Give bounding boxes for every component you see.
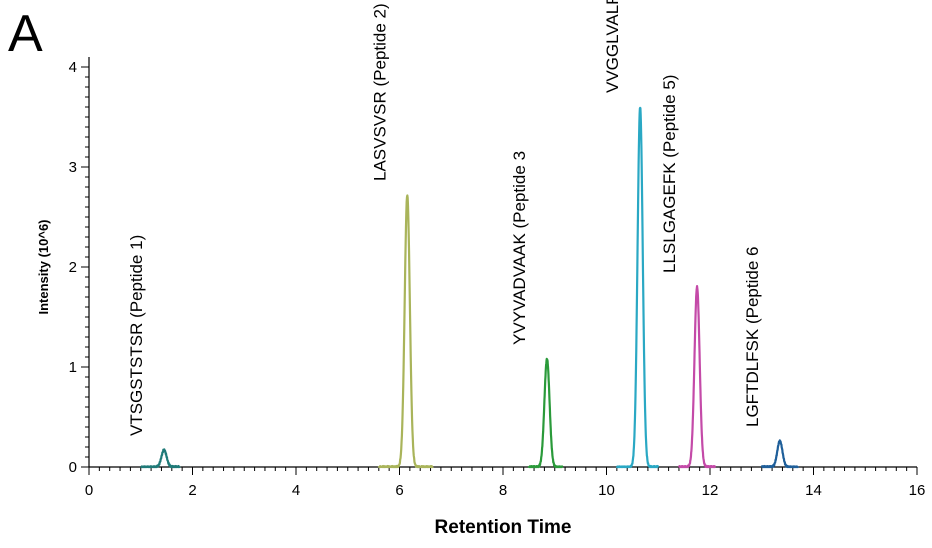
peak-trace-1 xyxy=(139,448,181,469)
x-tick-label: 4 xyxy=(292,482,300,499)
y-tick-label: 2 xyxy=(69,259,77,276)
peak-label-5: LLSLGAGEFK (Peptide 5) xyxy=(660,75,679,273)
peak-label-4: VVGGLVALR (Peptide 4) xyxy=(603,0,622,93)
x-tick-label: 0 xyxy=(85,482,93,499)
x-axis-title: Retention Time xyxy=(435,517,572,538)
x-tick-label: 6 xyxy=(395,482,403,499)
peak-trace-5 xyxy=(678,284,717,469)
x-tick-label: 2 xyxy=(188,482,196,499)
y-tick-label: 4 xyxy=(69,59,77,76)
y-tick-label: 0 xyxy=(69,459,77,476)
x-tick-label: 12 xyxy=(702,482,719,499)
peak-label-6: LGFTDLFSK (Peptide 6 xyxy=(743,247,762,427)
y-tick-label: 1 xyxy=(69,359,77,376)
y-tick-label: 3 xyxy=(69,159,77,176)
series-layer xyxy=(139,106,799,469)
peak-trace-6 xyxy=(760,439,799,469)
x-tick-label: 16 xyxy=(909,482,926,499)
x-tick-label: 8 xyxy=(499,482,507,499)
peak-trace-3 xyxy=(527,357,564,469)
peak-label-1: VTSGSTSTSR (Peptide 1) xyxy=(127,235,146,436)
peak-trace-2 xyxy=(377,194,434,469)
x-tick-label: 14 xyxy=(805,482,822,499)
x-tick-label: 10 xyxy=(598,482,615,499)
panel-label: A xyxy=(8,5,43,63)
y-axis-title: Intensity (10^6) xyxy=(36,219,51,314)
peak-labels: VTSGSTSTSR (Peptide 1) LASVSVSR (Peptide … xyxy=(127,0,762,436)
peak-trace-4 xyxy=(615,106,660,469)
peak-label-2: LASVSVSR (Peptide 2) xyxy=(370,3,389,181)
peak-label-3: YVYVADVAAK (Peptide 3 xyxy=(510,151,529,345)
